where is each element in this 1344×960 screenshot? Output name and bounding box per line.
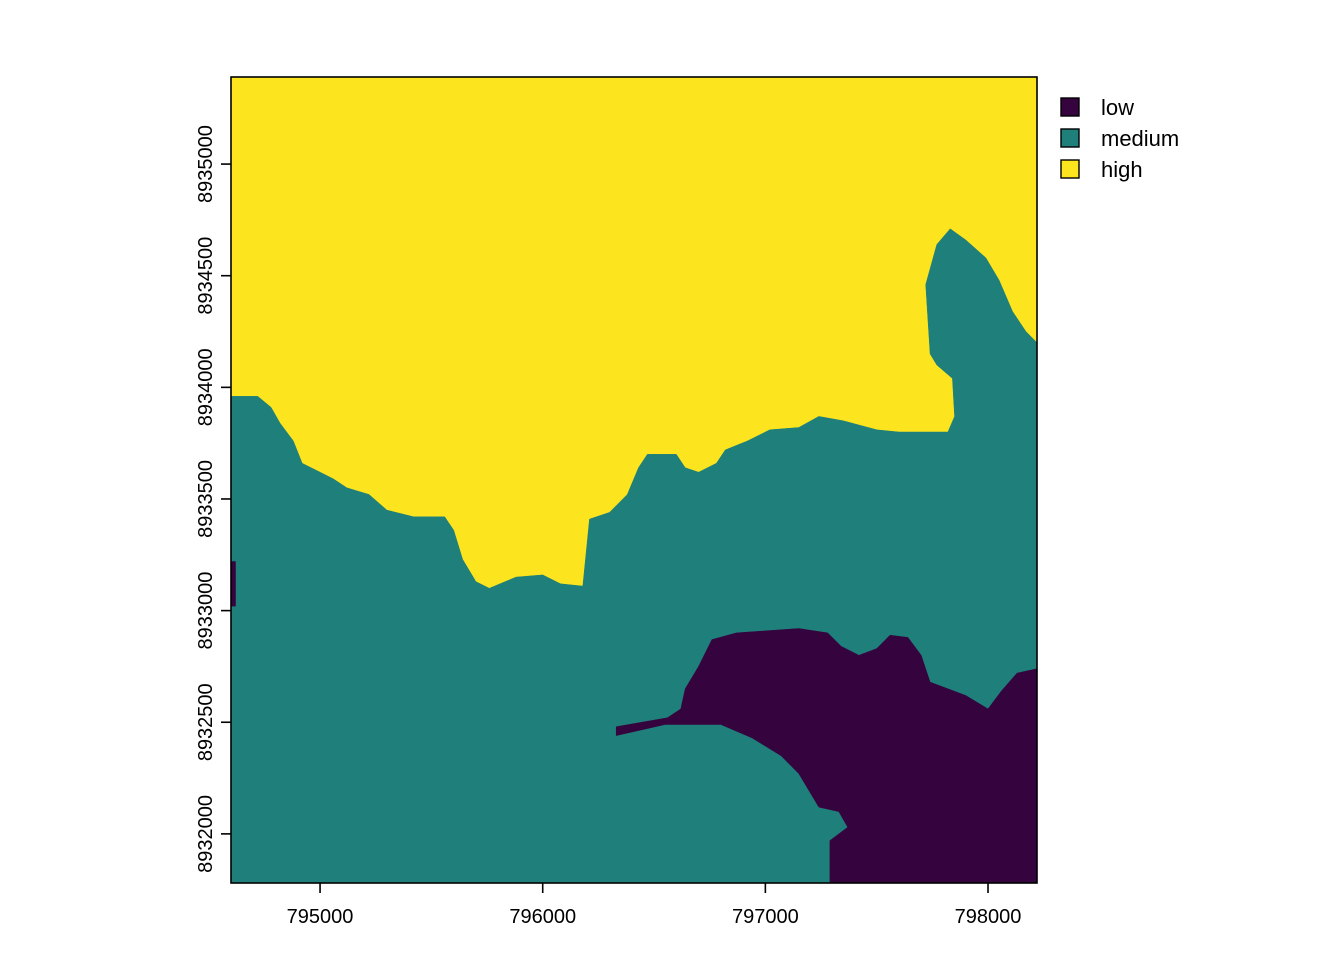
y-tick-label: 8935000 (195, 125, 217, 203)
y-tick-label: 8934000 (195, 348, 217, 426)
x-tick-label: 797000 (732, 906, 799, 928)
x-tick-label: 798000 (955, 906, 1022, 928)
y-tick-label: 8932500 (195, 683, 217, 761)
legend: low medium high (1060, 95, 1179, 182)
legend-swatch-high (1060, 159, 1080, 179)
legend-swatch-low (1060, 97, 1080, 117)
legend-label-low: low (1101, 95, 1134, 120)
legend-label-high: high (1101, 157, 1143, 182)
y-tick-label: 8933000 (195, 572, 217, 650)
x-axis: 795000 796000 797000 798000 (287, 883, 1022, 928)
y-tick-label: 8932000 (195, 795, 217, 873)
legend-label-medium: medium (1101, 126, 1179, 151)
x-tick-label: 796000 (509, 906, 576, 928)
legend-swatch-medium (1060, 128, 1080, 148)
raster-layer (231, 77, 1037, 883)
y-tick-label: 8934500 (195, 237, 217, 315)
region-low-2 (615, 628, 1037, 883)
y-axis: 8932000 8932500 8933000 8933500 8934000 89345… (195, 125, 231, 873)
y-tick-label: 8933500 (195, 460, 217, 538)
plot-frame (230, 76, 1038, 884)
x-tick-label: 795000 (287, 906, 354, 928)
region-low-3 (231, 561, 236, 607)
